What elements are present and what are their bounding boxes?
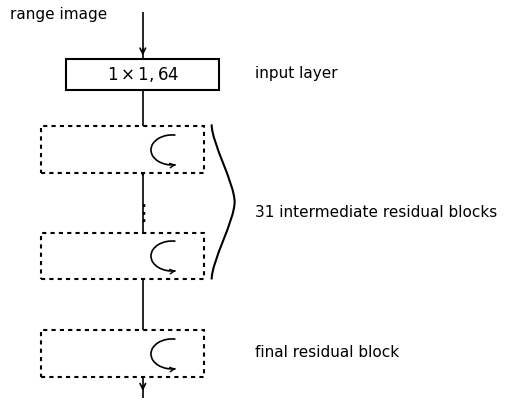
Text: ⋮: ⋮ — [131, 204, 154, 224]
Bar — [41, 126, 204, 173]
Text: range image: range image — [10, 7, 107, 22]
Text: 31 intermediate residual blocks: 31 intermediate residual blocks — [254, 205, 496, 220]
Text: $1 \times 1, 64$: $1 \times 1, 64$ — [106, 65, 179, 84]
Bar — [66, 59, 219, 90]
Text: final residual block: final residual block — [254, 346, 399, 360]
Text: input layer: input layer — [254, 66, 337, 81]
Bar — [41, 330, 204, 377]
Bar — [41, 233, 204, 279]
